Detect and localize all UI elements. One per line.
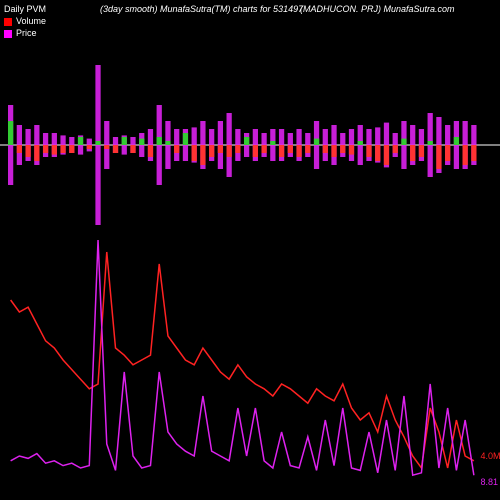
chart-svg: 4.0M 8.81 xyxy=(0,0,500,500)
chart-container: Daily PVM (3day smooth) MunafaSutra(TM) … xyxy=(0,0,500,500)
end-label-volume: 4.0M xyxy=(481,451,500,461)
end-label-price: 8.81 xyxy=(481,477,499,487)
price-line xyxy=(11,240,474,475)
